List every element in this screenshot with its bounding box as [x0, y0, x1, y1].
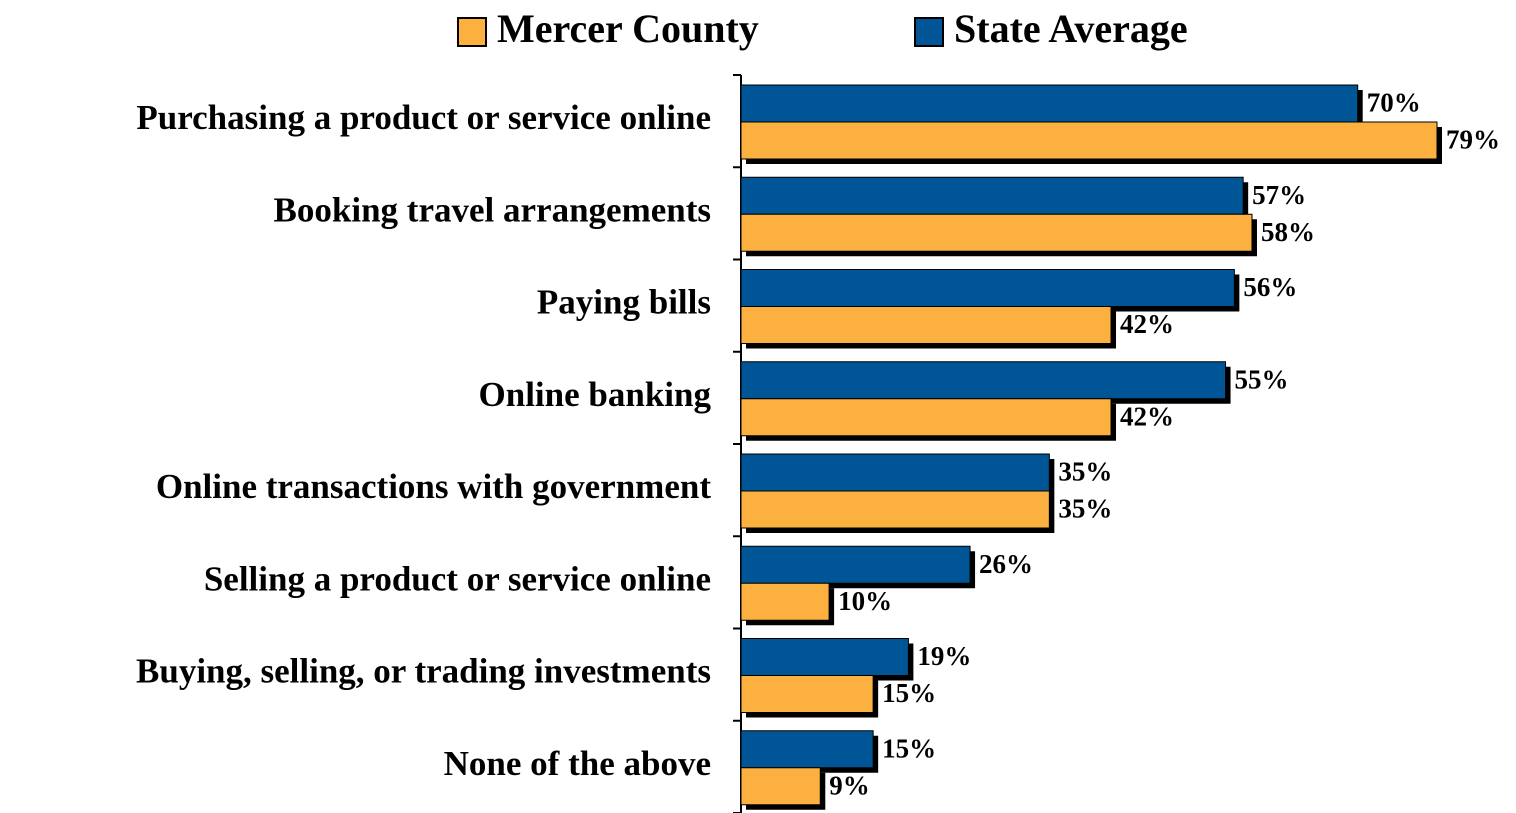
value-label: 10%	[838, 586, 892, 616]
value-label: 57%	[1252, 180, 1306, 210]
value-label: 15%	[882, 733, 936, 763]
value-label: 79%	[1446, 125, 1500, 155]
legend-swatch	[914, 17, 944, 47]
bar	[740, 269, 1235, 307]
value-label: 19%	[917, 641, 971, 671]
bar	[740, 84, 1359, 123]
value-label: 35%	[1058, 494, 1112, 524]
category-label: Selling a product or service online	[204, 559, 711, 598]
value-label: 35%	[1058, 457, 1112, 487]
bar	[740, 398, 1112, 437]
value-label: 26%	[979, 549, 1033, 579]
category-label: Online banking	[479, 375, 712, 414]
value-label: 56%	[1243, 272, 1297, 302]
category-label: Booking travel arrangements	[274, 190, 711, 229]
bar	[740, 121, 1438, 160]
bar	[740, 675, 874, 713]
category-label: None of the above	[444, 744, 711, 783]
bar	[740, 767, 821, 806]
legend-label: State Average	[954, 6, 1188, 51]
legend-swatch	[457, 17, 487, 47]
value-label: 42%	[1120, 401, 1174, 431]
value-label: 58%	[1261, 217, 1315, 247]
category-label: Purchasing a product or service online	[136, 98, 711, 137]
bar	[740, 582, 830, 621]
value-label: 42%	[1120, 309, 1174, 339]
bar	[740, 730, 874, 769]
bar	[740, 213, 1253, 252]
value-label: 15%	[882, 678, 936, 708]
bar	[740, 638, 909, 676]
bar	[740, 490, 1050, 529]
bar	[740, 176, 1244, 215]
value-label: 55%	[1235, 364, 1289, 394]
category-label: Paying bills	[537, 283, 711, 322]
bar	[740, 545, 971, 584]
bar	[740, 361, 1227, 400]
value-label: 9%	[829, 770, 870, 800]
value-label: 70%	[1367, 88, 1421, 118]
category-label: Buying, selling, or trading investments	[136, 652, 711, 691]
category-label: Online transactions with government	[156, 467, 711, 506]
legend-label: Mercer County	[497, 6, 759, 51]
bar	[740, 306, 1112, 344]
bar	[740, 453, 1050, 492]
